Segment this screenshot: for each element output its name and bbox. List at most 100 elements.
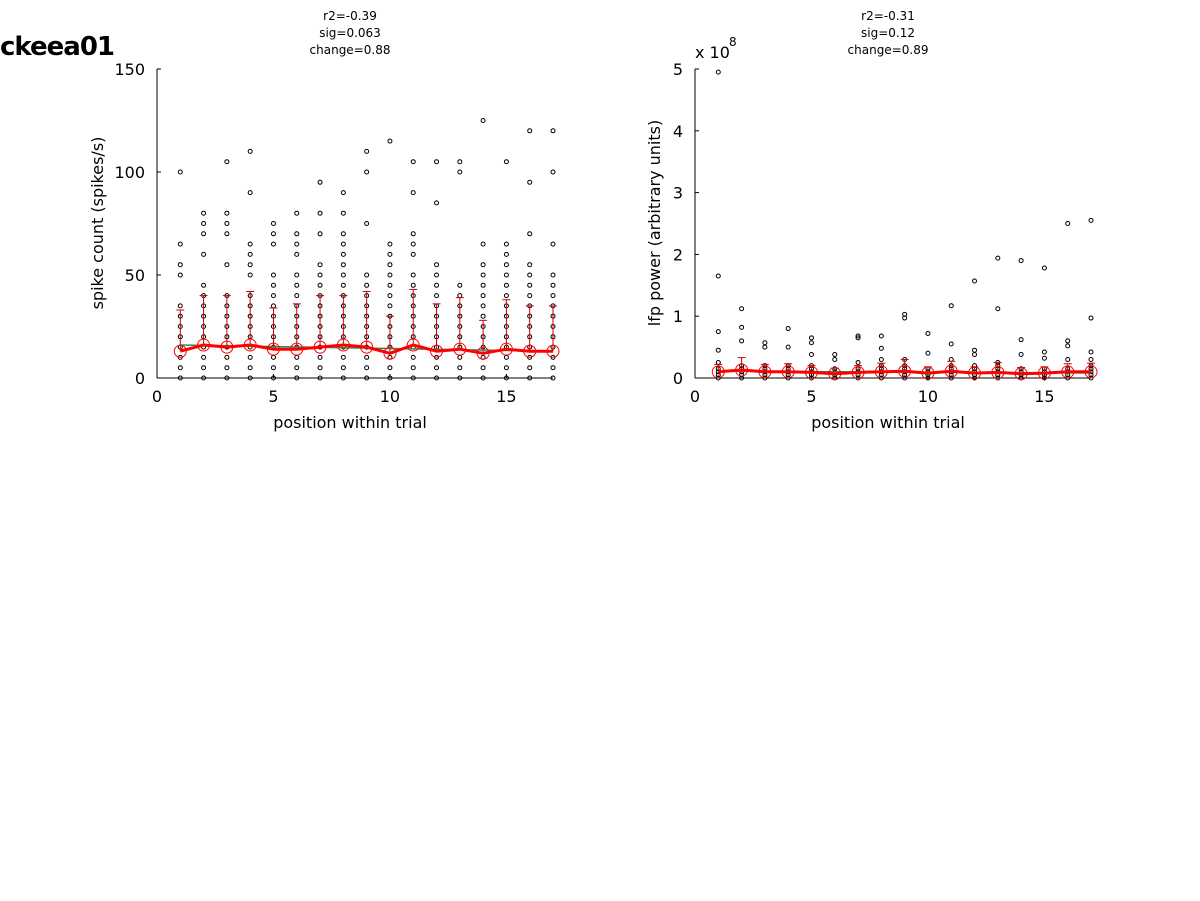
panel-2-data-point — [855, 333, 861, 339]
panel-1-data-point — [503, 159, 509, 165]
panel-1-data-point — [527, 179, 533, 185]
panel-1-data-point — [480, 365, 486, 371]
panel-2-data-point — [1088, 349, 1094, 355]
panel-2-x-tick-label: 5 — [806, 387, 816, 406]
panel-2-mean-line — [718, 368, 1091, 376]
panel-1-x-tick-label: 10 — [380, 387, 400, 406]
panel-2-data-point — [1088, 356, 1094, 362]
panel-2-data-point — [785, 326, 791, 332]
panel-2-data-point — [1041, 375, 1047, 381]
panel-1-data-point — [201, 251, 207, 257]
panel-2-x-tick-label: 0 — [690, 387, 700, 406]
panel-1-data-point — [387, 303, 393, 309]
panel-1-data-point — [270, 354, 276, 360]
panel-1-data-point — [364, 365, 370, 371]
panel-1-data-point — [340, 354, 346, 360]
panel-1-data-point — [480, 313, 486, 319]
panel-2-mean-marker — [944, 364, 958, 378]
panel-2-mean-marker — [735, 363, 749, 377]
panel-1-data-point — [527, 272, 533, 278]
panel-2-data-point — [1065, 221, 1071, 226]
panel-1-mean-marker — [197, 338, 211, 352]
panel-1-data-point — [550, 241, 556, 247]
panel-1-data-point — [457, 282, 463, 288]
panel-2-data-point — [972, 278, 978, 284]
panel-1-data-point — [270, 365, 276, 371]
panel-1-data-point — [434, 200, 440, 206]
panel-1-data-point — [364, 221, 370, 226]
panel-1-data-point — [550, 169, 556, 175]
panel-1-data-point — [294, 251, 300, 257]
panel-1-data-point — [503, 282, 509, 288]
panel-1-data-point — [434, 159, 440, 165]
panel-1-data-point — [340, 231, 346, 237]
panel-2-data-point — [808, 335, 814, 341]
panel-1-data-point — [387, 262, 393, 268]
panel-1-data-point — [503, 354, 509, 360]
panel-1-data-point — [410, 190, 416, 196]
panel-1-data-point — [410, 282, 416, 288]
panel-2-mean-markers — [711, 363, 1098, 381]
panel-2-data-point — [762, 340, 768, 346]
panel-1-mean-line — [179, 343, 553, 355]
panel-2-y-tick-label: 3 — [673, 184, 683, 203]
panel-1-data-point — [480, 118, 486, 123]
panel-1-x-tick-label: 0 — [152, 387, 162, 406]
panel-1-data-point — [550, 375, 556, 381]
panel-1-data-point — [317, 375, 323, 381]
panel-1-mean-marker — [546, 344, 560, 358]
panel-1-data-point — [364, 282, 370, 288]
panel-1-data-point — [387, 272, 393, 278]
panel-1-data-point — [177, 375, 183, 381]
panel-2-mean-marker — [711, 365, 725, 379]
panel-2-data-point — [948, 341, 954, 347]
panel-1-data-point — [527, 282, 533, 288]
panel-1-data-point — [340, 262, 346, 268]
panel-1-data-point — [294, 210, 300, 216]
panel-1-data-point — [270, 303, 276, 309]
panel-1-data-point — [201, 354, 207, 360]
panel-2-data-point — [785, 344, 791, 350]
panel-1-mean-marker — [383, 346, 397, 360]
panel-1-data-point — [410, 159, 416, 165]
panel-2-data-point — [808, 340, 814, 346]
panel-1-data-point — [527, 262, 533, 268]
panel-1-mean-marker — [290, 342, 304, 356]
panel-2-data-point — [1018, 337, 1024, 343]
panel-1-data-point — [317, 272, 323, 278]
panel-1-data-point — [410, 231, 416, 237]
panel-1-mean-marker — [243, 338, 257, 352]
panel-2-data-point — [1065, 343, 1071, 349]
panel-1-data-point — [340, 375, 346, 381]
panel-1-data-point — [177, 365, 183, 371]
panel-2-data-point — [1018, 352, 1024, 358]
panel-2-data-point — [715, 273, 721, 279]
panel-2-mean-marker — [828, 367, 842, 381]
panel-1-data-point — [201, 210, 207, 216]
panel-1-data-point — [387, 375, 393, 381]
panel-1-data-point — [550, 272, 556, 278]
panel-2-mean-marker — [1014, 367, 1028, 381]
panel-1-data-point — [503, 241, 509, 247]
panel-2: r2=-0.31 sig=0.12 change=0.89 position w… — [645, 9, 965, 432]
panel-1-data-point — [224, 210, 230, 216]
panel-2-data-point — [739, 306, 745, 312]
panel-2-mean-marker — [1037, 366, 1051, 380]
panel-1-data-point — [434, 272, 440, 278]
panel-2-data-point — [739, 324, 745, 330]
panel-2-x-tick-label: 15 — [1034, 387, 1054, 406]
panel-1-data-point — [503, 365, 509, 371]
panel-1-data-point — [224, 221, 230, 226]
panel-2-data-point — [878, 356, 884, 362]
panel-2-mean-marker — [804, 365, 818, 379]
panel-1-data-point — [317, 231, 323, 237]
panel-2-mean-marker — [921, 366, 935, 380]
panel-2-data-point — [762, 344, 768, 350]
panel-1-data-point — [550, 282, 556, 288]
panel-2-y-tick-label: 0 — [673, 369, 683, 388]
panel-1-data-point — [527, 375, 533, 381]
panel-1-data-point — [527, 231, 533, 237]
panel-1-data-point — [201, 231, 207, 237]
panel-2-x-tick-label: 10 — [918, 387, 938, 406]
